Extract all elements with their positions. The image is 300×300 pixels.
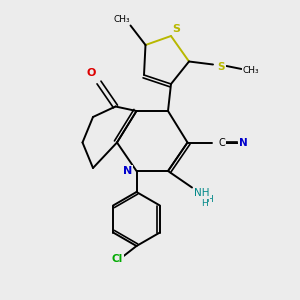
Text: CH₃: CH₃ <box>242 66 259 75</box>
Text: H: H <box>201 200 208 208</box>
Text: C: C <box>219 137 225 148</box>
Text: CH₃: CH₃ <box>113 15 130 24</box>
Text: O: O <box>87 68 96 79</box>
Text: H: H <box>206 195 213 204</box>
Text: N: N <box>124 166 133 176</box>
Text: S: S <box>172 23 180 34</box>
Text: NH: NH <box>194 188 209 199</box>
Text: N: N <box>199 190 206 200</box>
Text: Cl: Cl <box>112 254 123 265</box>
Text: N: N <box>238 137 247 148</box>
Text: S: S <box>218 62 225 73</box>
